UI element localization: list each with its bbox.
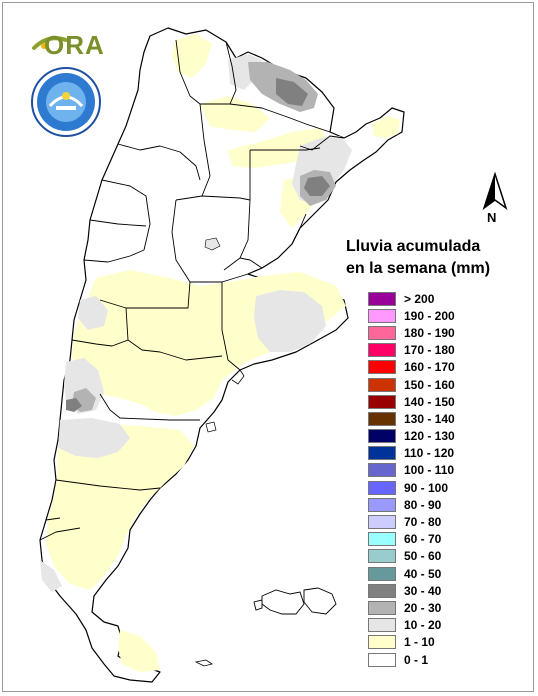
- legend-item: 1 - 10: [368, 634, 508, 651]
- legend-label: 30 - 40: [404, 583, 442, 598]
- legend-swatch: [368, 600, 396, 615]
- legend-swatch: [368, 549, 396, 564]
- legend-label: 1 - 10: [404, 635, 435, 650]
- legend-label: 190 - 200: [404, 308, 455, 323]
- legend-label: 0 - 1: [404, 652, 429, 667]
- lake: [204, 237, 221, 251]
- legend-item: 60 - 70: [368, 531, 508, 548]
- legend-item: 100 - 110: [368, 462, 508, 479]
- north-arrow-icon: [482, 172, 508, 210]
- legend-swatch: [368, 497, 396, 512]
- legend-title-line1: Lluvia acumulada: [346, 238, 481, 255]
- legend-item: 140 - 150: [368, 393, 508, 410]
- legend-swatch: [368, 411, 396, 426]
- legend-swatch: [368, 515, 396, 530]
- malvinas-islands: [253, 587, 337, 615]
- legend-item: 20 - 30: [368, 599, 508, 616]
- coast-detail: [231, 369, 245, 385]
- legend-item: 40 - 50: [368, 565, 508, 582]
- legend-swatch: [368, 360, 396, 375]
- rain-10-20-areas: [40, 54, 352, 592]
- legend-label: 50 - 60: [404, 549, 442, 564]
- legend-title: Lluvia acumulada en la semana (mm): [346, 236, 526, 280]
- smn-seal-logo: [31, 67, 101, 137]
- legend-swatch: [368, 583, 396, 598]
- isla-estados: [194, 659, 213, 667]
- legend-swatch: [368, 463, 396, 478]
- legend-item: 150 - 160: [368, 376, 508, 393]
- legend-label: 40 - 50: [404, 566, 442, 581]
- legend-item: 110 - 120: [368, 445, 508, 462]
- legend-item: 120 - 130: [368, 428, 508, 445]
- legend-item: 10 - 20: [368, 617, 508, 634]
- legend-label: 10 - 20: [404, 618, 442, 633]
- legend-label: 80 - 90: [404, 497, 442, 512]
- legend-swatch: [368, 291, 396, 306]
- small-island: [205, 421, 217, 433]
- legend-swatch: [368, 635, 396, 650]
- legend-label: 60 - 70: [404, 532, 442, 547]
- legend-swatch: [368, 394, 396, 409]
- legend-label: 100 - 110: [404, 463, 455, 478]
- legend-label: 110 - 120: [404, 446, 455, 461]
- legend-swatch: [368, 429, 396, 444]
- legend-swatch: [368, 618, 396, 633]
- legend-label: 130 - 140: [404, 411, 455, 426]
- legend-label: > 200: [404, 291, 435, 306]
- legend-item: 70 - 80: [368, 513, 508, 530]
- legend-label: 90 - 100: [404, 480, 449, 495]
- legend-swatch: [368, 532, 396, 547]
- ora-logo-text: ORA: [44, 30, 105, 60]
- legend-item: > 200: [368, 290, 508, 307]
- legend-item: 90 - 100: [368, 479, 508, 496]
- legend-label: 150 - 160: [404, 377, 455, 392]
- legend-item: 130 - 140: [368, 410, 508, 427]
- province-boundaries: [39, 39, 345, 541]
- legend-label: 160 - 170: [404, 360, 455, 375]
- legend-item: 30 - 40: [368, 582, 508, 599]
- legend-item: 80 - 90: [368, 496, 508, 513]
- ora-logo-mark: [32, 36, 68, 50]
- legend-item: 190 - 200: [368, 307, 508, 324]
- legend-label: 170 - 180: [404, 343, 455, 358]
- legend-label: 70 - 80: [404, 515, 442, 530]
- legend: > 200 190 - 200 180 - 190 170 - 180 160 - 17…: [368, 290, 508, 668]
- legend-item: 160 - 170: [368, 359, 508, 376]
- legend-swatch: [368, 480, 396, 495]
- legend-swatch: [368, 652, 396, 667]
- legend-label: 120 - 130: [404, 429, 455, 444]
- legend-item: 170 - 180: [368, 342, 508, 359]
- legend-item: 180 - 190: [368, 324, 508, 341]
- rain-30-40-areas: [66, 78, 330, 412]
- legend-swatch: [368, 325, 396, 340]
- legend-label: 180 - 190: [404, 325, 455, 340]
- north-label: N: [487, 210, 497, 225]
- legend-item: 0 - 1: [368, 651, 508, 668]
- legend-swatch: [368, 446, 396, 461]
- legend-swatch: [368, 308, 396, 323]
- legend-swatch: [368, 566, 396, 581]
- legend-label: 140 - 150: [404, 394, 455, 409]
- legend-title-line2: en la semana (mm): [346, 260, 491, 277]
- legend-swatch: [368, 343, 396, 358]
- legend-swatch: [368, 377, 396, 392]
- legend-label: 20 - 30: [404, 600, 442, 615]
- legend-item: 50 - 60: [368, 548, 508, 565]
